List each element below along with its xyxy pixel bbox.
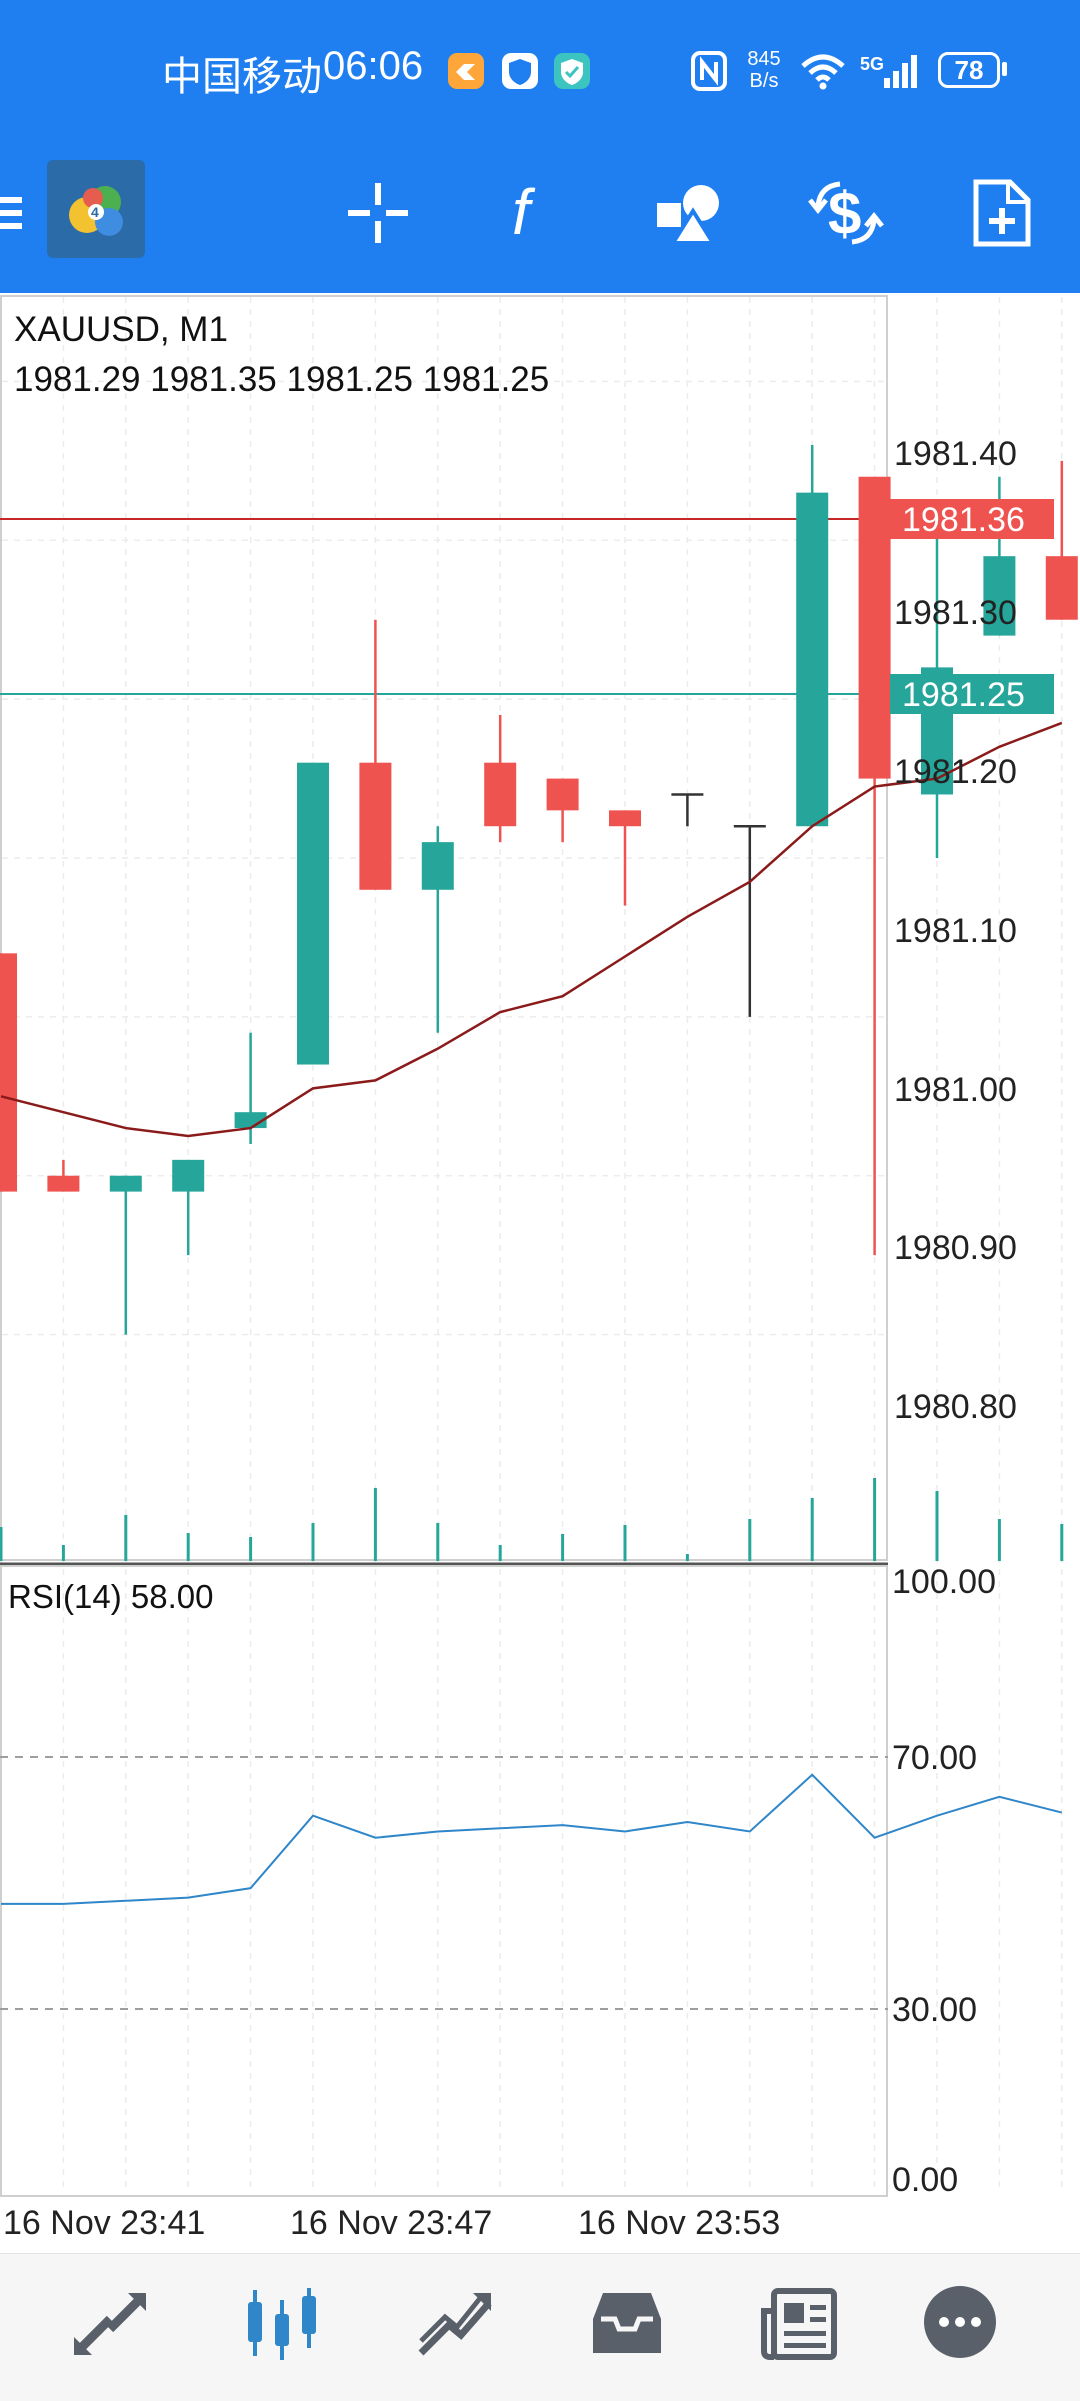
quotes-arrows-icon (70, 2289, 150, 2364)
network-speed-value: 845 (747, 48, 781, 70)
objects-icon (655, 181, 725, 250)
rsi-axis-label: 100.00 (892, 1563, 996, 1601)
time-label: 16 Nov 23:53 (578, 2204, 780, 2242)
nav-history[interactable] (572, 2276, 682, 2376)
carrier-label: 中国移动 (162, 55, 322, 99)
rsi-axis-label: 0.00 (892, 2161, 958, 2199)
indicators-button[interactable]: f (482, 165, 582, 265)
battery-level: 78 (954, 55, 984, 85)
crosshair-button[interactable] (328, 165, 428, 265)
price-label: 1981.00 (894, 1071, 1017, 1109)
bid-price-tag-text: 1981.25 (902, 676, 1025, 714)
wifi-icon (800, 52, 846, 90)
trade-trend-icon (415, 2289, 495, 2364)
rsi-axis-label: 30.00 (892, 1991, 977, 2029)
indicators-icon: f (502, 176, 562, 253)
new-order-button[interactable] (952, 165, 1052, 265)
rsi-line (1, 1773, 1063, 1905)
volume-bars (0, 1478, 1064, 1561)
price-label: 1980.90 (894, 1229, 1017, 1267)
candle-body (297, 762, 329, 1065)
symbol-timeframe: XAUUSD, M1 (14, 310, 228, 349)
svg-text:f: f (512, 178, 536, 248)
nav-chart[interactable] (227, 2276, 337, 2376)
objects-button[interactable] (640, 165, 740, 265)
ask-price-tag (890, 499, 1054, 539)
chart-canvas[interactable]: 1981.40 1981.30 1981.20 1981.10 1981.00 … (0, 293, 1080, 2253)
network-speed-unit: B/s (749, 70, 779, 92)
app-notification-icon (447, 52, 485, 90)
chat-bubble-icon (918, 2282, 1002, 2371)
trade-icon: $ (806, 176, 886, 255)
status-bar: 中国移动 06:06 845 B/s 5G 78 (0, 0, 1080, 145)
price-label: 1981.30 (894, 594, 1017, 632)
clock: 06:06 (323, 44, 424, 88)
time-axis: 16 Nov 23:41 16 Nov 23:47 16 Nov 23:53 (3, 2204, 780, 2242)
candle-body (983, 556, 1016, 636)
inbox-icon (587, 2289, 667, 2364)
main-chart-frame (0, 295, 888, 1561)
rsi-axis-label: 70.00 (892, 1739, 977, 1777)
menu-icon (0, 193, 22, 238)
price-label: 1980.80 (894, 1388, 1017, 1426)
signal-icon (880, 52, 920, 90)
candlesticks (0, 444, 1078, 1335)
rsi-axis: 100.00 70.00 30.00 0.00 (892, 1563, 996, 2199)
candle-body (796, 492, 829, 827)
nav-trade[interactable] (400, 2276, 510, 2376)
svg-text:$: $ (828, 180, 861, 247)
candle-body (1045, 556, 1078, 620)
candle-body (546, 778, 579, 811)
network-type: 5G (860, 54, 885, 74)
candle-body (0, 953, 17, 1192)
nfc-icon (690, 50, 730, 91)
news-icon (760, 2287, 840, 2366)
bid-price-tag (890, 674, 1054, 714)
metatrader-logo-button[interactable]: 4 (47, 159, 145, 263)
new-order-icon (972, 178, 1032, 253)
security-notification-icon (553, 52, 591, 90)
crosshair-icon (346, 181, 410, 250)
rsi-label: RSI(14) 58.00 (8, 1578, 213, 1615)
menu-button[interactable] (0, 165, 40, 265)
candle-body (172, 1159, 205, 1192)
price-label: 1981.10 (894, 912, 1017, 950)
candlestick-chart-icon (240, 2286, 324, 2367)
rsi-frame (0, 1565, 888, 2197)
candle-body (858, 476, 891, 779)
time-label: 16 Nov 23:41 (3, 2204, 205, 2242)
moving-average-line (0, 721, 1063, 1138)
candle-body (484, 762, 517, 827)
trade-button[interactable]: $ (796, 165, 896, 265)
candle-body (421, 842, 454, 890)
time-label: 16 Nov 23:47 (290, 2204, 492, 2242)
bottom-navigation (0, 2253, 1080, 2401)
nav-quotes[interactable] (55, 2276, 165, 2376)
battery-tip (1002, 62, 1007, 76)
ask-price-tag-text: 1981.36 (902, 501, 1025, 539)
svg-text:4: 4 (91, 204, 99, 220)
candle-body (609, 810, 641, 827)
network-speed: 845 B/s (744, 48, 784, 92)
shield-notification-icon (501, 52, 539, 90)
metatrader-logo-icon: 4 (47, 159, 145, 263)
horizontal-grid (2, 380, 886, 1336)
candle-body (109, 1175, 142, 1192)
nav-news[interactable] (745, 2276, 855, 2376)
nav-messages[interactable] (905, 2276, 1015, 2376)
battery-icon: 78 (938, 52, 1000, 88)
chart-window[interactable]: 1981.40 1981.30 1981.20 1981.10 1981.00 … (0, 293, 1080, 2253)
price-label: 1981.40 (894, 435, 1017, 473)
chart-toolbar: 4 f $ (0, 145, 1080, 293)
candle-body (47, 1175, 80, 1192)
ohlc-values: 1981.29 1981.35 1981.25 1981.25 (14, 360, 549, 399)
price-label: 1981.20 (894, 753, 1017, 791)
candle-body (359, 762, 392, 890)
price-axis: 1981.40 1981.30 1981.20 1981.10 1981.00 … (894, 435, 1017, 1426)
